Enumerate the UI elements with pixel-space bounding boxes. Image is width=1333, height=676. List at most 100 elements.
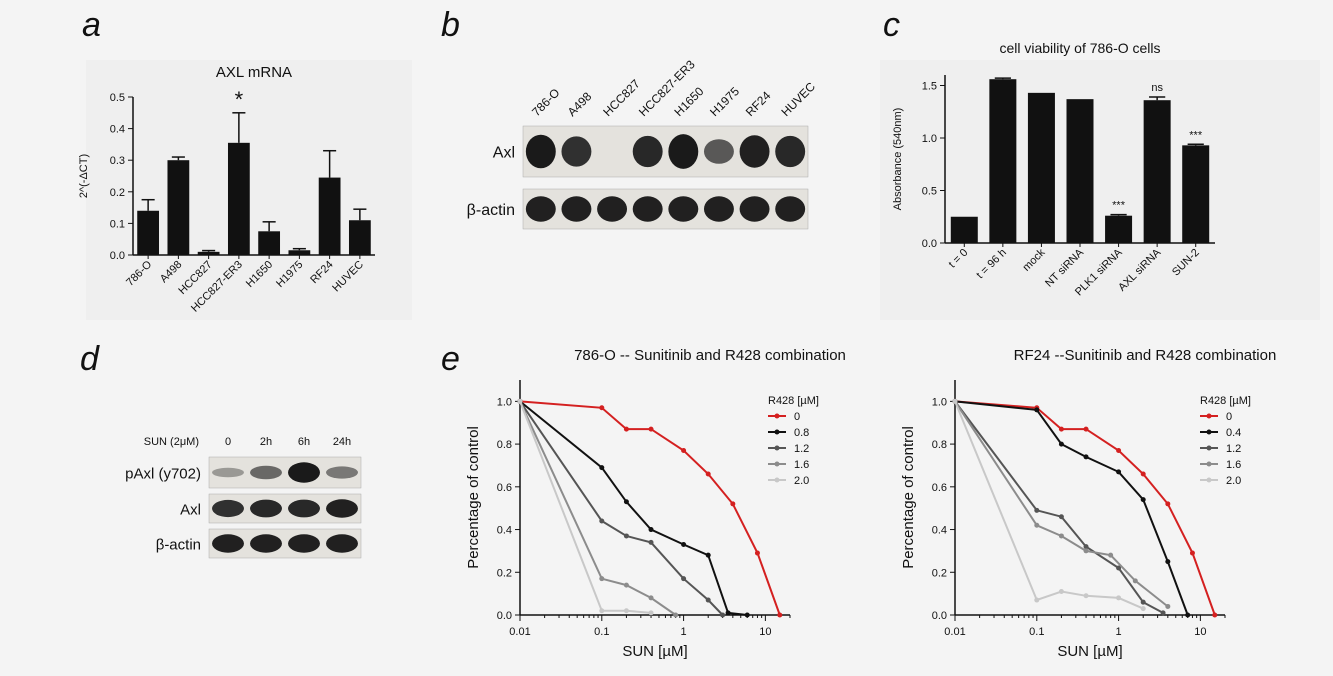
a-bar <box>348 220 371 255</box>
d-band <box>212 467 244 478</box>
e1-data-point <box>705 552 711 558</box>
a-title: AXL mRNA <box>216 64 292 81</box>
e2-legend-title: R428 [µM] <box>1200 395 1251 407</box>
d-band <box>250 499 282 518</box>
e1-series-line <box>519 400 748 616</box>
chart-rf24-combination: RF24 --Sunitinib and R428 combination 0.0… <box>900 347 1276 660</box>
b-lane-label: HUVEC <box>778 79 818 119</box>
e2-data-point <box>1034 522 1040 528</box>
c-bar <box>1182 145 1210 243</box>
e2-data-point <box>1083 593 1089 599</box>
e1-data-point <box>623 533 629 539</box>
e1-legend-label: 0 <box>794 411 800 423</box>
e1-x-tick-label: 0.1 <box>594 626 609 638</box>
c-annotation: *** <box>1189 129 1203 141</box>
e2-y-tick-label: 0.8 <box>932 439 947 451</box>
e1-data-point <box>681 576 687 582</box>
d-band <box>250 465 282 480</box>
e2-data-point <box>1083 454 1089 460</box>
b-row-label: Axl <box>493 145 515 162</box>
e1-data-point <box>705 471 711 477</box>
a-bar <box>167 160 190 255</box>
e2-y-tick-label: 1.0 <box>932 396 947 408</box>
e2-data-point <box>1165 559 1171 565</box>
e2-y-tick-label: 0.0 <box>932 610 947 622</box>
c-annotation: *** <box>1112 200 1126 212</box>
a-y-tick-label: 0.2 <box>110 187 125 199</box>
e1-legend-label: 1.6 <box>794 459 809 471</box>
a-annotation: * <box>235 87 244 112</box>
a-y-axis-label: 2^(-ΔCT) <box>78 154 90 198</box>
e1-data-point <box>648 610 654 616</box>
e2-data-point <box>1058 533 1064 539</box>
c-y-tick-label: 0.5 <box>922 186 937 198</box>
e1-data-point <box>725 610 731 616</box>
e1-data-point <box>673 612 679 618</box>
e2-data-point <box>1034 407 1040 413</box>
e1-data-point <box>599 405 605 411</box>
e1-data-point <box>599 608 605 614</box>
e2-legend-label: 0.4 <box>1226 427 1241 439</box>
e2-data-point <box>1116 595 1122 601</box>
b-band <box>561 136 592 167</box>
e1-data-point <box>623 499 629 505</box>
e1-y-tick-label: 0.4 <box>497 525 512 537</box>
e2-y-tick-label: 0.2 <box>932 567 947 579</box>
d-row-label: pAxl (y702) <box>125 466 201 483</box>
a-y-tick-label: 0.3 <box>110 155 125 167</box>
b-lane-label: HCC827 <box>600 76 643 119</box>
e1-data-point <box>648 595 654 601</box>
a-y-tick-label: 0.0 <box>110 250 125 262</box>
e1-data-point <box>730 501 736 507</box>
e1-data-point <box>623 608 629 614</box>
d-band <box>212 534 244 553</box>
e2-x-tick-label: 10 <box>1194 626 1206 638</box>
e2-series-line <box>954 400 1169 608</box>
e2-data-point <box>1083 544 1089 550</box>
e2-legend-label: 1.2 <box>1226 443 1241 455</box>
e2-series-line <box>954 401 1144 610</box>
d-lane-label: 6h <box>298 436 310 448</box>
e1-title: 786-O -- Sunitinib and R428 combination <box>574 347 846 364</box>
b-band <box>668 134 699 169</box>
e2-data-point <box>1160 610 1166 616</box>
e1-y-tick-label: 0.2 <box>497 567 512 579</box>
e2-legend-label: 2.0 <box>1226 475 1241 487</box>
e2-data-point <box>1212 612 1218 618</box>
e1-data-point <box>648 527 654 533</box>
e2-data-point <box>1165 501 1171 507</box>
e1-data-point <box>599 465 605 471</box>
c-bar <box>989 79 1017 243</box>
d-band <box>326 499 358 518</box>
d-row-label: β-actin <box>156 537 201 554</box>
b-band <box>561 196 592 222</box>
e2-data-point <box>1083 548 1089 554</box>
d-lane-label: 24h <box>333 436 351 448</box>
c-bar <box>950 216 978 243</box>
e2-x-axis-label: SUN [µM] <box>1057 643 1122 660</box>
a-bar <box>318 177 341 255</box>
d-treatment-label: SUN (2μM) <box>144 436 199 448</box>
a-bar <box>197 251 220 255</box>
e1-legend-marker <box>774 429 780 435</box>
e2-legend-marker <box>1206 477 1212 483</box>
e2-legend-label: 1.6 <box>1226 459 1241 471</box>
panel-label-d: d <box>80 340 100 378</box>
b-band <box>668 196 699 222</box>
b-band <box>739 196 770 222</box>
c-bar <box>1143 100 1171 243</box>
panel-label-c: c <box>883 6 900 44</box>
e1-x-tick-label: 0.01 <box>509 626 530 638</box>
e1-data-point <box>720 612 726 618</box>
a-y-tick-label: 0.5 <box>110 92 125 104</box>
d-band <box>212 499 244 518</box>
e1-x-axis-label: SUN [µM] <box>622 643 687 660</box>
panel-c-background <box>880 60 1320 320</box>
b-band <box>775 196 806 222</box>
e2-data-point <box>1140 471 1146 477</box>
e2-data-point <box>1058 589 1064 594</box>
e2-data-point <box>1058 426 1064 432</box>
b-lane-label: 786-O <box>529 86 562 119</box>
e1-data-point <box>705 597 711 603</box>
